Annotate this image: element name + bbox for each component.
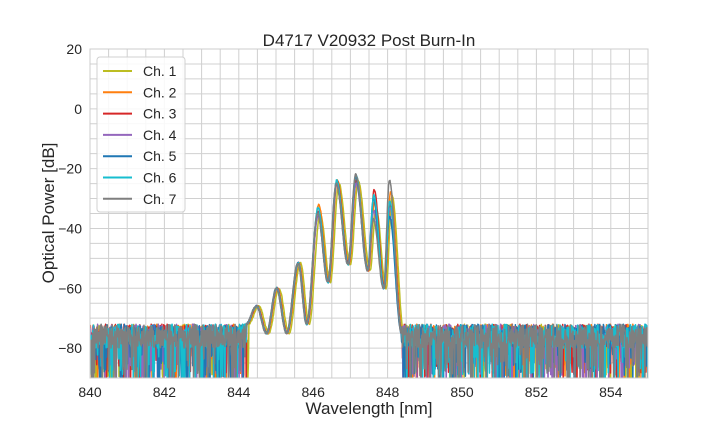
series-line-ch-7 — [90, 173, 648, 378]
legend-label: Ch. 1 — [143, 63, 177, 79]
plot-frame — [89, 48, 649, 379]
y-tick-label: −80 — [58, 340, 82, 356]
y-tick-label: 20 — [66, 41, 82, 57]
legend-box — [96, 56, 186, 213]
legend-label: Ch. 6 — [143, 170, 177, 186]
legend-label: Ch. 2 — [143, 84, 177, 100]
y-tick-label: −20 — [58, 161, 82, 177]
y-tick-label: −60 — [58, 280, 82, 296]
legend-item: Ch. 5 — [103, 148, 177, 164]
legend: Ch. 1 Ch. 2 Ch. 3 Ch. 4 Ch. 5 Ch. 6 Ch. 7 — [96, 56, 186, 213]
y-axis-label: Optical Power [dB] — [39, 143, 58, 284]
legend-item: Ch. 1 — [103, 63, 177, 79]
x-tick-label: 848 — [376, 384, 400, 400]
x-tick-label: 854 — [599, 384, 623, 400]
x-tick-label: 852 — [525, 384, 549, 400]
x-tick-label: 842 — [153, 384, 177, 400]
series-lines — [90, 173, 648, 378]
legend-item: Ch. 6 — [103, 170, 177, 186]
legend-label: Ch. 7 — [143, 191, 177, 207]
x-axis-label: Wavelength [nm] — [306, 399, 433, 418]
x-tick-label: 844 — [227, 384, 251, 400]
legend-label: Ch. 5 — [143, 148, 177, 164]
x-tick-label: 846 — [302, 384, 326, 400]
y-tick-label: −40 — [58, 220, 82, 236]
x-tick-labels: 840 842 844 846 848 850 852 854 — [78, 384, 622, 400]
y-tick-labels: 20 0 −20 −40 −60 −80 — [58, 41, 82, 356]
legend-label: Ch. 3 — [143, 106, 177, 122]
x-tick-label: 840 — [78, 384, 102, 400]
y-tick-label: 0 — [74, 101, 82, 117]
legend-label: Ch. 4 — [143, 127, 177, 143]
x-tick-label: 850 — [450, 384, 474, 400]
chart-title: D4717 V20932 Post Burn-In — [263, 31, 476, 50]
legend-item: Ch. 7 — [103, 191, 177, 207]
legend-item: Ch. 4 — [103, 127, 177, 143]
legend-item: Ch. 3 — [103, 106, 177, 122]
legend-item: Ch. 2 — [103, 84, 177, 100]
